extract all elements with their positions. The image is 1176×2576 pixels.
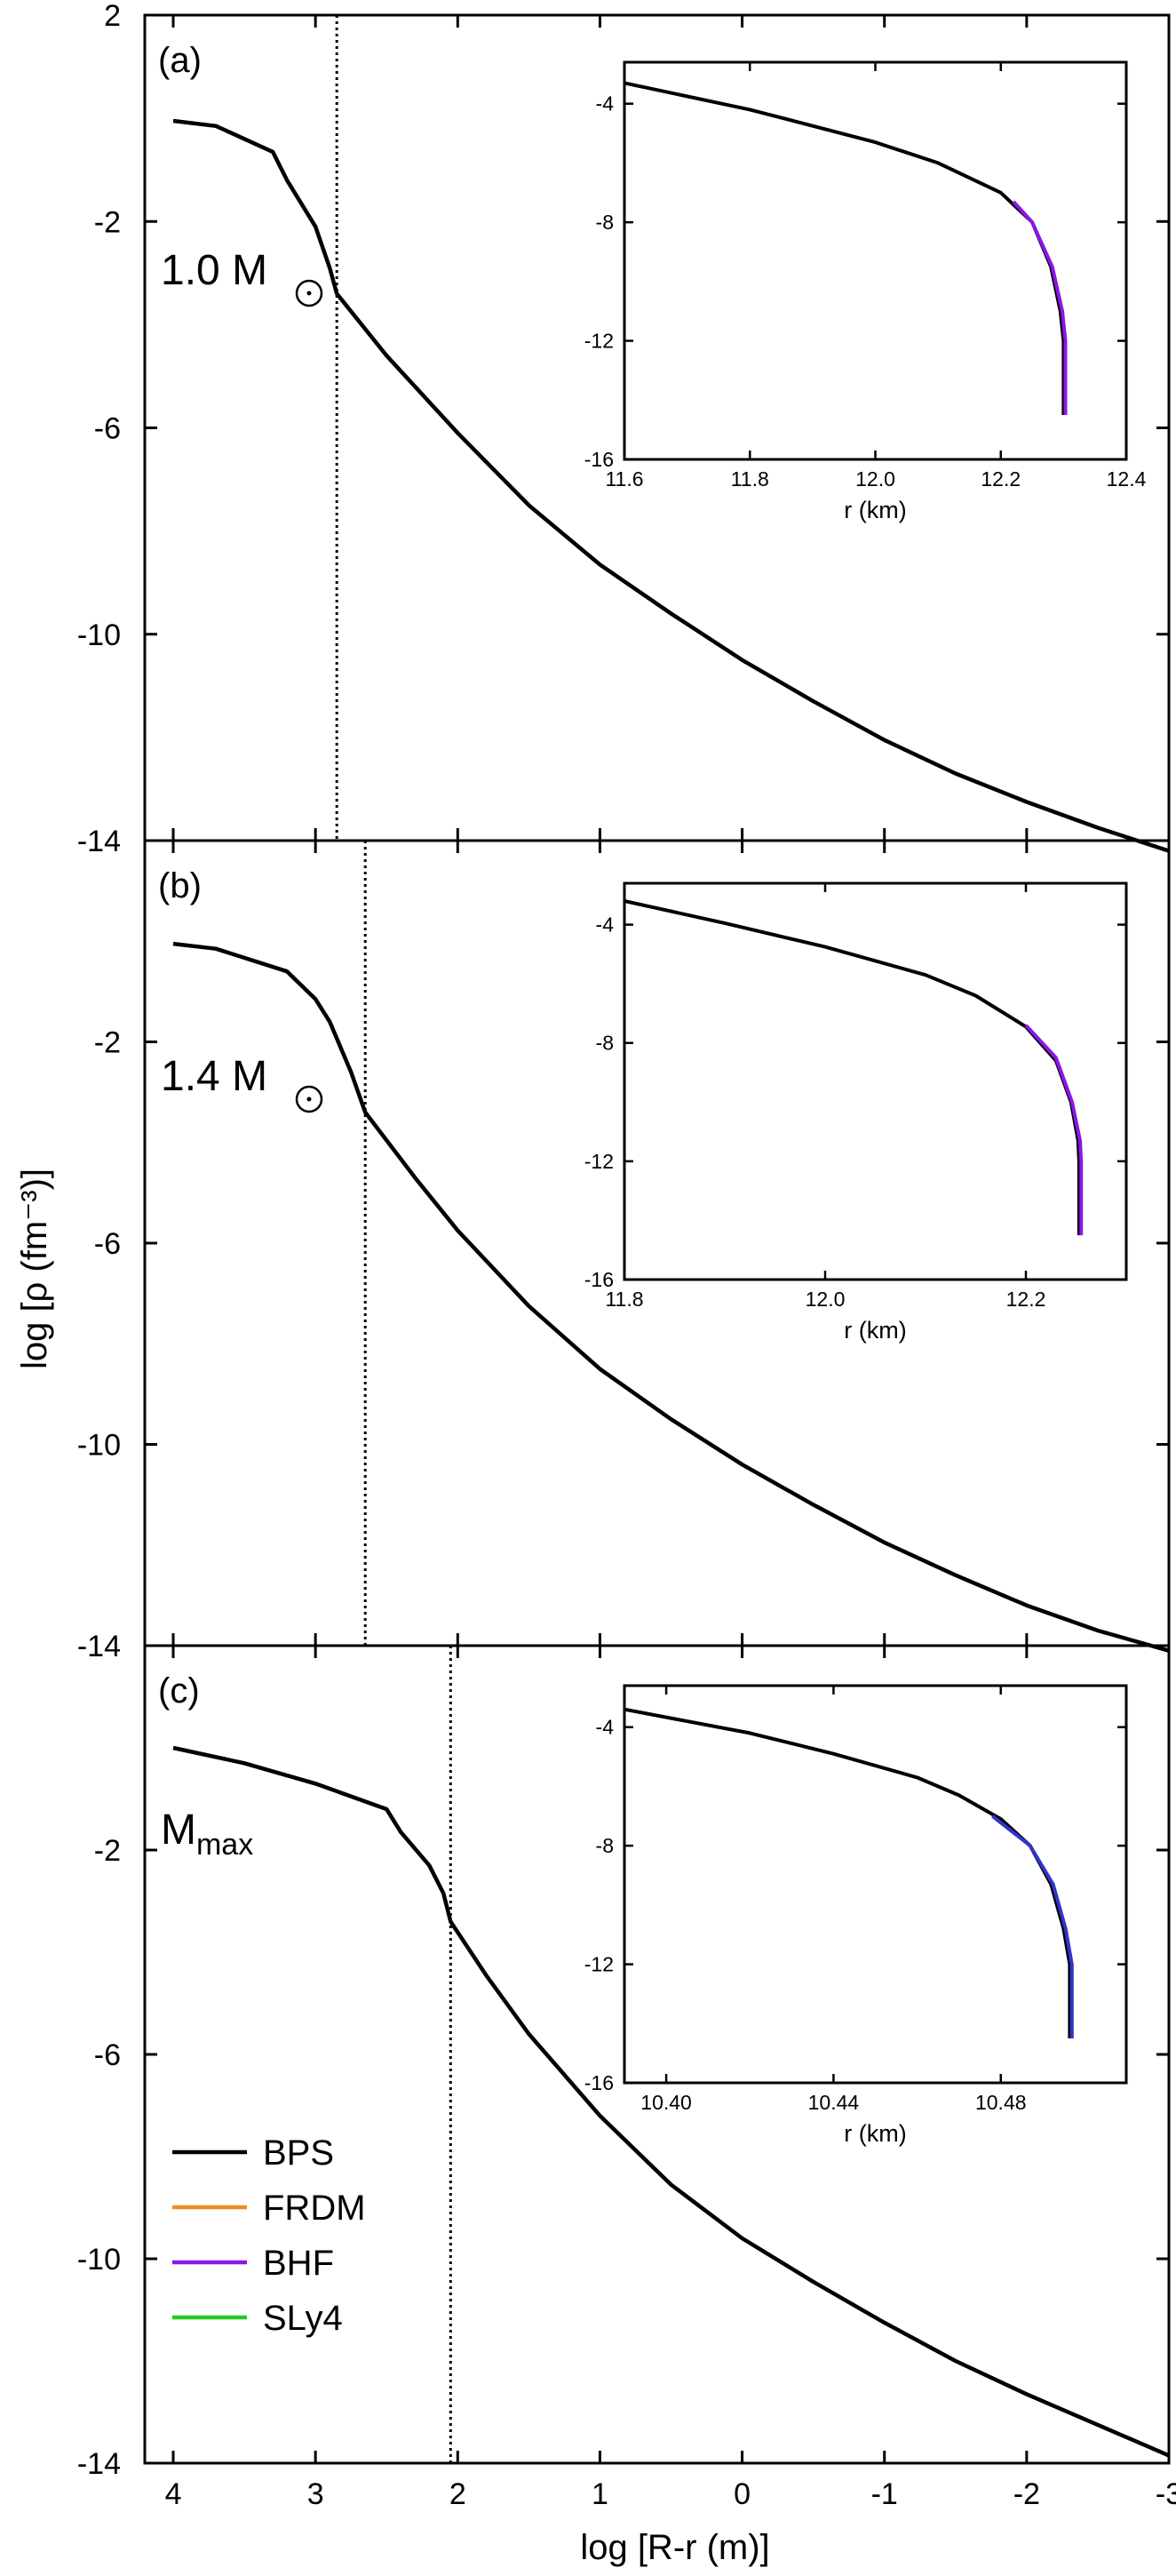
y-tick-label: -2 <box>94 205 121 239</box>
inset-y-tick-label: -16 <box>584 2071 614 2094</box>
x-tick-label: -3 <box>1156 2477 1176 2511</box>
y-tick-label: -14 <box>77 825 121 858</box>
inset-x-tick-label: 12.0 <box>806 1288 846 1311</box>
inset-y-tick-label: -8 <box>596 1032 614 1055</box>
inset-x-tick-label: 10.40 <box>640 2091 692 2114</box>
x-tick-label: 4 <box>165 2477 182 2511</box>
inset-y-tick-label: -12 <box>584 1953 614 1976</box>
inset-series-line-bhf <box>1024 1024 1084 1236</box>
y-tick-label: 2 <box>104 0 121 33</box>
inset-x-tick-label: 10.44 <box>808 2091 860 2114</box>
inset-x-axis-title: r (km) <box>844 497 906 523</box>
inset-series-line-bhf <box>1012 200 1068 415</box>
panel-tag: (c) <box>158 1671 200 1711</box>
sun-symbol-icon <box>295 1085 323 1113</box>
inset-y-tick-label: -12 <box>584 330 614 353</box>
inset-x-tick-label: 11.8 <box>605 1288 643 1311</box>
y-tick-label: -2 <box>94 1026 121 1060</box>
inset-y-tick-label: -4 <box>596 92 615 116</box>
x-tick-label: 0 <box>734 2477 751 2511</box>
inset-frame <box>623 881 1128 1281</box>
inset-x-axis-title: r (km) <box>844 2120 906 2147</box>
inset-series-line-bps <box>624 81 1066 415</box>
legend-label-sly4: SLy4 <box>263 2299 343 2338</box>
mass-label-main: 1.4 M <box>161 1053 267 1100</box>
inset-x-tick-label: 12.2 <box>981 467 1021 490</box>
inset-y-tick-label: -12 <box>584 1150 614 1173</box>
inset-frame <box>623 1684 1128 2085</box>
inset-x-axis-title: r (km) <box>844 1317 906 1344</box>
mass-label: 1.0 M <box>161 247 267 294</box>
series-line-bps <box>172 118 1170 853</box>
mass-label-subscript: max <box>196 1828 253 1862</box>
inset-y-tick-label: -16 <box>584 448 614 471</box>
y-tick-label: -2 <box>94 1834 121 1868</box>
inset-series-line-bhf <box>991 1814 1074 2038</box>
sun-symbol-icon <box>295 279 323 307</box>
mass-label-main: 1.0 M <box>161 247 267 294</box>
inset-x-tick-label: 11.6 <box>605 467 643 490</box>
y-tick-label: -10 <box>77 2243 121 2277</box>
series-line-bps <box>172 941 1170 1653</box>
y-tick-label: -14 <box>77 2447 121 2481</box>
series-line-bps <box>172 1745 1170 2458</box>
mass-label-main: M <box>161 1806 196 1854</box>
inset-x-tick-label: 12.0 <box>855 467 895 490</box>
mass-label: 1.4 M <box>161 1053 267 1100</box>
x-tick-label: 2 <box>449 2477 466 2511</box>
inset-x-tick-label: 12.4 <box>1107 467 1147 490</box>
x-tick-label: 1 <box>592 2477 608 2511</box>
legend-label-frdm: FRDM <box>263 2189 366 2228</box>
panel-tag: (b) <box>158 866 202 905</box>
x-tick-label: 3 <box>307 2477 324 2511</box>
x-tick-label: -2 <box>1013 2477 1040 2511</box>
panel-c: -2 -6 -10 -14 (c) Mmax -4 -8 -12 -16 10.40 10.44 10.… <box>77 1644 1171 2481</box>
y-tick-label: -6 <box>94 412 121 446</box>
inset-y-tick-label: -8 <box>596 1834 614 1857</box>
inset-y-tick-label: -16 <box>584 1268 614 1291</box>
x-axis-title: log [R-r (m)] <box>580 2528 769 2567</box>
inset-frame <box>623 60 1128 461</box>
inset-series-line-bps <box>624 1707 1072 2038</box>
mass-label: Mmax <box>161 1806 253 1862</box>
panel-tag: (a) <box>158 41 202 80</box>
legend: BPS FRDM BHF SLy4 <box>172 2133 366 2338</box>
legend-label-bhf: BHF <box>263 2244 334 2283</box>
y-tick-label: -10 <box>77 1429 121 1463</box>
y-tick-label: -10 <box>77 618 121 652</box>
inset-x-tick-label: 12.2 <box>1006 1288 1046 1311</box>
y-tick-label: -14 <box>77 1630 121 1663</box>
inset-c: -4 -8 -12 -16 10.40 10.44 10.48 r (km) <box>584 1684 1128 2147</box>
y-tick-label: -6 <box>94 1227 121 1261</box>
x-tick-label: -1 <box>871 2477 898 2511</box>
y-tick-label: -6 <box>94 2038 121 2072</box>
y-axis-title: log [ρ (fm⁻³)] <box>15 1168 54 1369</box>
sun-symbol-dot <box>306 1097 312 1102</box>
inset-x-tick-label: 11.8 <box>731 467 769 490</box>
legend-label-bps: BPS <box>263 2133 334 2173</box>
inset-y-tick-label: -4 <box>596 1716 615 1739</box>
inset-y-tick-label: -4 <box>596 913 615 937</box>
sun-symbol-dot <box>306 291 312 296</box>
inset-y-tick-label: -8 <box>596 211 614 234</box>
inset-x-tick-label: 10.48 <box>975 2091 1027 2114</box>
